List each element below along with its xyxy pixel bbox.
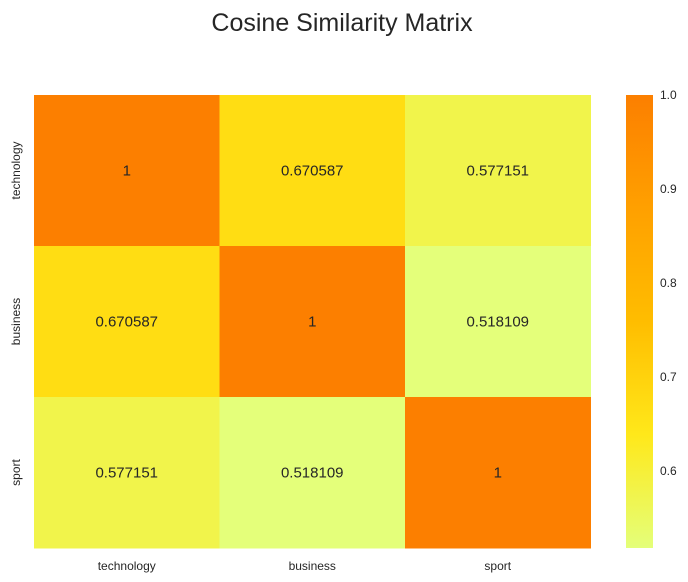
heatmap-cell	[34, 95, 220, 247]
heatmap-cell	[219, 246, 406, 398]
cell-value-label: 0.577151	[95, 465, 158, 482]
cell-value-label: 0.518109	[281, 465, 344, 482]
colorbar-tick-label: 1.0	[660, 88, 677, 102]
cell-value-label: 0.670587	[281, 163, 344, 180]
cell-value-label: 1	[123, 163, 131, 180]
y-tick-label: technology	[9, 141, 23, 199]
heatmap-cell	[34, 246, 220, 398]
colorbar-tick-label: 0.7	[660, 370, 677, 384]
x-tick-label: business	[289, 559, 336, 573]
cell-value-label: 1	[494, 465, 502, 482]
colorbar-gradient	[626, 95, 653, 548]
x-axis-ticks: technology business sport	[98, 559, 512, 573]
heatmap-cell	[405, 246, 591, 398]
heatmap-cells: 1 0.670587 0.577151 0.670587 1 0.518109 0.5771…	[34, 95, 591, 549]
cell-value-label: 1	[308, 314, 316, 331]
y-tick-label: sport	[9, 459, 23, 486]
colorbar: 0.6 0.7 0.8 0.9 1.0	[626, 88, 677, 548]
x-tick-label: technology	[98, 559, 156, 573]
chart-title: Cosine Similarity Matrix	[211, 9, 473, 37]
cell-value-label: 0.577151	[466, 163, 529, 180]
heatmap-cell	[219, 95, 406, 247]
cell-value-label: 0.670587	[95, 314, 158, 331]
y-axis-ticks: technology business sport	[9, 141, 23, 485]
x-tick-label: sport	[484, 559, 511, 573]
colorbar-tick-label: 0.6	[660, 464, 677, 478]
heatmap-cell	[405, 397, 591, 549]
colorbar-tick-label: 0.9	[660, 182, 677, 196]
heatmap-cell	[34, 397, 220, 549]
heatmap-cell	[219, 397, 406, 549]
colorbar-tick-label: 0.8	[660, 276, 677, 290]
cell-value-label: 0.518109	[466, 314, 529, 331]
heatmap-cell	[405, 95, 591, 247]
y-tick-label: business	[9, 298, 23, 345]
